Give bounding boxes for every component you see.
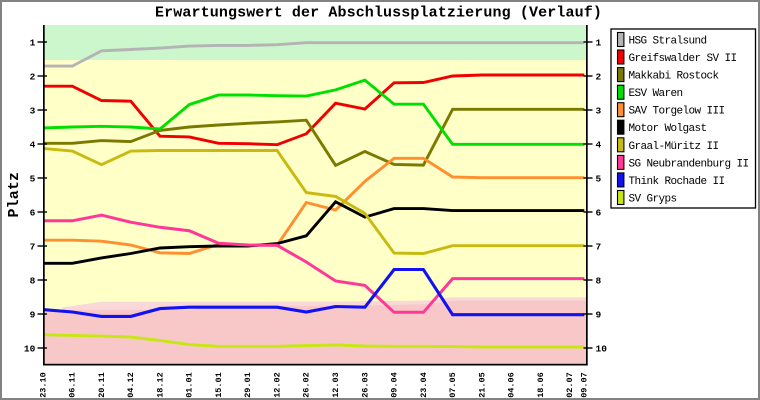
svg-text:21.05: 21.05 <box>477 372 487 398</box>
svg-text:18.06: 18.06 <box>536 372 546 398</box>
svg-text:20.11: 20.11 <box>97 372 107 398</box>
svg-text:HSG Stralsund: HSG Stralsund <box>629 36 707 48</box>
svg-text:Greifswalder SV II: Greifswalder SV II <box>629 53 737 65</box>
svg-text:Platz: Platz <box>6 172 23 218</box>
svg-text:09.04: 09.04 <box>390 372 400 398</box>
svg-text:18.12: 18.12 <box>155 372 165 398</box>
svg-text:5: 5 <box>30 173 36 184</box>
svg-text:9: 9 <box>30 309 36 320</box>
svg-text:2: 2 <box>596 71 602 82</box>
svg-text:6: 6 <box>30 207 36 218</box>
svg-text:23.04: 23.04 <box>419 372 429 398</box>
svg-text:SAV Torgelow III: SAV Torgelow III <box>629 106 725 118</box>
svg-text:04.12: 04.12 <box>126 372 136 398</box>
svg-text:5: 5 <box>596 173 602 184</box>
svg-text:1: 1 <box>596 37 602 48</box>
svg-text:09.07: 09.07 <box>580 372 590 398</box>
svg-text:26.02: 26.02 <box>302 372 312 398</box>
svg-text:3: 3 <box>30 105 36 116</box>
svg-text:7: 7 <box>596 241 602 252</box>
svg-text:ESV Waren: ESV Waren <box>629 88 683 100</box>
svg-text:10: 10 <box>596 343 608 354</box>
svg-text:02.07: 02.07 <box>565 372 575 398</box>
svg-text:4: 4 <box>596 139 602 150</box>
svg-text:2: 2 <box>30 71 36 82</box>
svg-text:Think Rochade II: Think Rochade II <box>629 176 725 188</box>
svg-text:Graal-Müritz II: Graal-Müritz II <box>629 141 719 153</box>
svg-text:01.01: 01.01 <box>185 372 195 398</box>
svg-text:8: 8 <box>596 275 602 286</box>
svg-text:07.05: 07.05 <box>448 372 458 398</box>
svg-text:6: 6 <box>596 207 602 218</box>
svg-text:3: 3 <box>596 105 602 116</box>
svg-text:12.02: 12.02 <box>273 372 283 398</box>
svg-text:Motor Wolgast: Motor Wolgast <box>629 123 707 135</box>
svg-text:04.06: 04.06 <box>507 372 517 398</box>
svg-text:Erwartungswert der Abschlusspl: Erwartungswert der Abschlussplatzierung … <box>155 5 602 22</box>
svg-text:SG Neubrandenburg II: SG Neubrandenburg II <box>629 158 749 170</box>
svg-text:4: 4 <box>30 139 36 150</box>
svg-text:15.01: 15.01 <box>214 372 224 398</box>
svg-text:10: 10 <box>24 343 36 354</box>
svg-text:SV Gryps: SV Gryps <box>629 194 677 206</box>
svg-text:23.10: 23.10 <box>38 372 48 398</box>
svg-text:8: 8 <box>30 275 36 286</box>
svg-text:9: 9 <box>596 309 602 320</box>
svg-text:26.03: 26.03 <box>360 372 370 398</box>
svg-text:29.01: 29.01 <box>243 372 253 398</box>
svg-text:7: 7 <box>30 241 36 252</box>
svg-text:12.03: 12.03 <box>331 372 341 398</box>
svg-text:1: 1 <box>30 37 36 48</box>
svg-text:Makkabi Rostock: Makkabi Rostock <box>629 71 720 83</box>
svg-text:06.11: 06.11 <box>68 372 78 398</box>
